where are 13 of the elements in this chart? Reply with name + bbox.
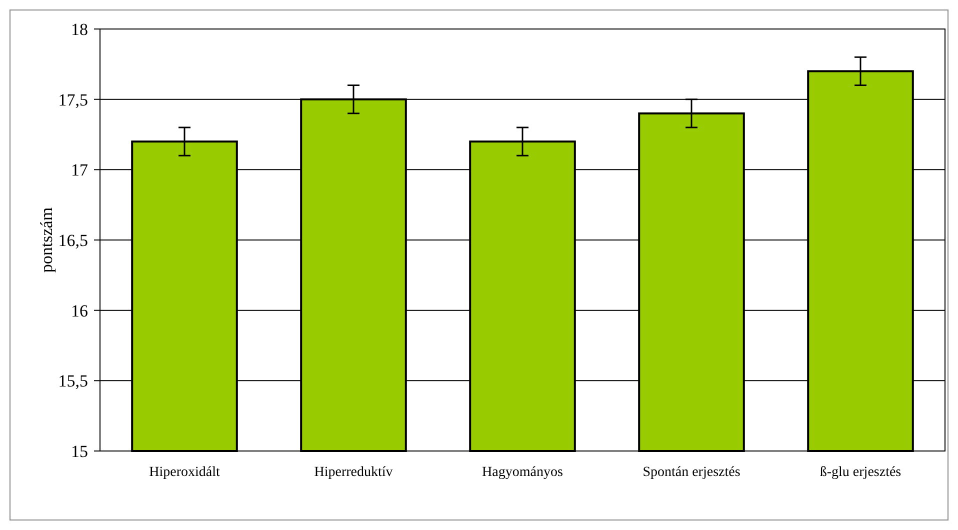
y-tick-label: 15,5 [58,372,88,391]
y-tick-label: 16 [71,301,88,320]
y-tick-label: 17 [71,160,88,180]
y-tick-label: 17,5 [58,90,88,110]
x-tick-label: Hagyományos [482,465,563,480]
y-tick-label: 15 [71,442,88,461]
y-axis-title: pontszám [37,207,56,273]
y-tick-label: 18 [71,20,88,39]
x-tick-label: Spontán erjesztés [642,465,740,480]
x-tick-label: Hiperreduktív [314,465,393,480]
x-tick-label: Hiperoxidált [149,465,220,480]
y-tick-label: 16,5 [58,230,88,250]
x-tick-label: ß-glu erjesztés [820,465,902,480]
